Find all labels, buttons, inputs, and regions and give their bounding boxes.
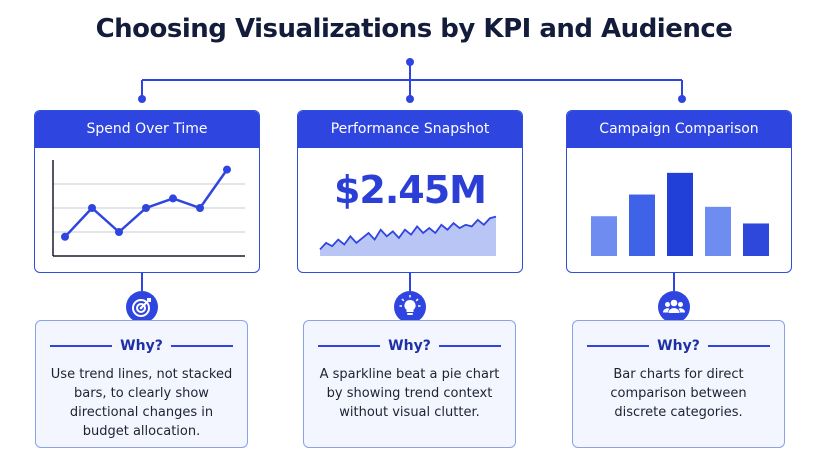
target-icon: [126, 291, 158, 323]
data-point: [223, 165, 231, 174]
data-point: [142, 204, 150, 212]
campaign-bar-chart: [591, 172, 769, 256]
sparkline-area: [320, 216, 496, 256]
panel-header: Performance Snapshot: [298, 111, 522, 148]
data-point: [61, 232, 69, 241]
panel-performance-snapshot: Performance Snapshot $2.45M: [297, 110, 523, 273]
page-title: Choosing Visualizations by KPI and Audie…: [95, 14, 733, 44]
divider: [318, 345, 381, 347]
divider: [707, 345, 770, 347]
panel-header: Spend Over Time: [35, 111, 259, 148]
sparkline-line: [319, 215, 497, 251]
data-point: [88, 204, 96, 212]
why-text: A sparkline beat a pie chart by showing …: [319, 367, 500, 420]
bar: [591, 216, 617, 256]
why-label: Why?: [388, 338, 431, 354]
spend-line-chart: [52, 160, 245, 257]
people-icon: [658, 291, 690, 323]
panel-spend-over-time: Spend Over Time: [34, 110, 260, 273]
divider: [50, 345, 113, 347]
divider: [438, 345, 501, 347]
data-point: [115, 228, 123, 236]
why-card-campaign: Why? Bar charts for direct comparison be…: [572, 320, 785, 448]
why-card-performance: Why? A sparkline beat a pie chart by sho…: [303, 320, 516, 448]
why-label: Why?: [657, 338, 700, 354]
bar: [629, 194, 655, 256]
divider: [170, 345, 233, 347]
panel-campaign-comparison: Campaign Comparison: [566, 110, 792, 273]
lightbulb-icon: [394, 291, 426, 323]
sparkline-chart: [319, 215, 497, 256]
kpi-value: $2.45M: [333, 168, 487, 212]
data-point: [169, 194, 177, 203]
why-label: Why?: [120, 338, 163, 354]
why-card-spend: Why? Use trend lines, not stacked bars, …: [35, 320, 248, 448]
bar: [705, 206, 731, 256]
why-text: Bar charts for direct comparison between…: [610, 367, 747, 420]
series-line: [64, 168, 229, 238]
divider: [587, 345, 650, 347]
bar: [667, 172, 693, 256]
data-point: [196, 204, 204, 212]
bar: [743, 223, 769, 256]
why-text: Use trend lines, not stacked bars, to cl…: [50, 367, 233, 439]
panel-header: Campaign Comparison: [567, 111, 791, 148]
